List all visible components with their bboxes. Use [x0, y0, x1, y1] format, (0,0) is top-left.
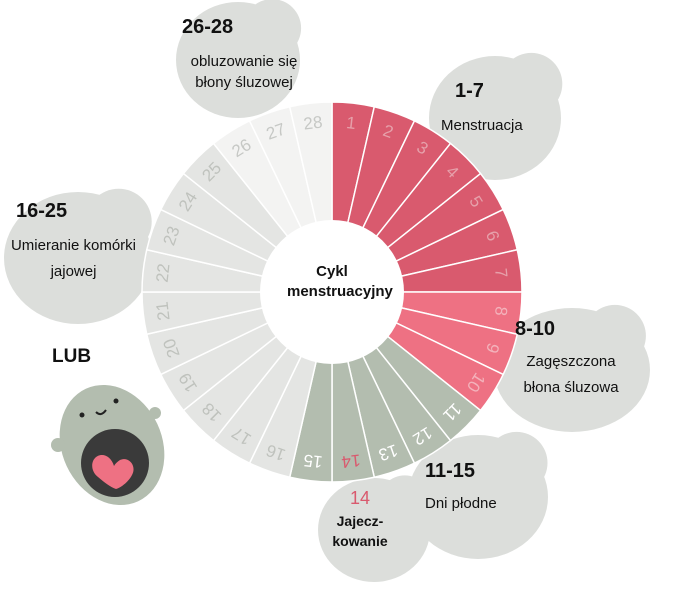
phase-label: obluzowanie się błony śluzowej: [190, 53, 298, 91]
range-label: 11-15: [425, 460, 476, 482]
bubble-1-7: 1-7 Menstruacja: [425, 80, 555, 136]
day-number-14: 14: [341, 450, 362, 471]
bubble-16-25: 16-25 Umieranie komórki jajowej: [6, 200, 151, 285]
day-number-15: 15: [303, 450, 324, 471]
bubble-ovulation: 14 Jajecz- kowanie: [325, 488, 395, 551]
bubble-8-10: 8-10 Zagęszczona błona śluzowa: [500, 318, 640, 401]
range-label: 1-7: [455, 80, 484, 102]
bubble-11-15-shape: [408, 431, 548, 559]
bubble-11-15: 11-15 Dni płodne: [415, 460, 535, 514]
bubble-26-28-shape: [176, 0, 302, 118]
phase-label: Zagęszczona błona śluzowa: [523, 353, 619, 396]
range-label: 8-10: [515, 318, 556, 340]
day-number-22: 22: [153, 263, 174, 284]
bubble-ovulation-shape: [318, 475, 431, 582]
egg-mascot-icon: [51, 384, 165, 506]
bubble-16-25-shape: [4, 188, 152, 324]
day-number-28: 28: [303, 113, 324, 134]
range-label: 26-28: [182, 16, 234, 38]
phase-label: Umieranie komórki jajowej: [10, 237, 137, 280]
center-title: Cykl menstruacyjny: [287, 263, 393, 300]
bubble-1-7-shape: [429, 52, 563, 180]
ovulation-label-1: Jajecz-: [336, 513, 384, 529]
bubble-8-10-shape: [494, 304, 650, 432]
or-label: LUB: [52, 346, 92, 367]
ovulation-day: 14: [349, 488, 371, 508]
day-number-21: 21: [153, 301, 174, 322]
range-label: 16-25: [16, 200, 68, 222]
day-number-7: 7: [491, 267, 511, 279]
phase-label: Menstruacja: [441, 117, 523, 134]
ovulation-label-2: kowanie: [332, 533, 388, 549]
day-number-1: 1: [345, 113, 357, 133]
wheel-center: [260, 220, 404, 364]
bubble-26-28: 26-28 obluzowanie się błony śluzowej: [170, 16, 300, 93]
day-number-8: 8: [491, 305, 511, 317]
phase-label: Dni płodne: [425, 495, 497, 512]
